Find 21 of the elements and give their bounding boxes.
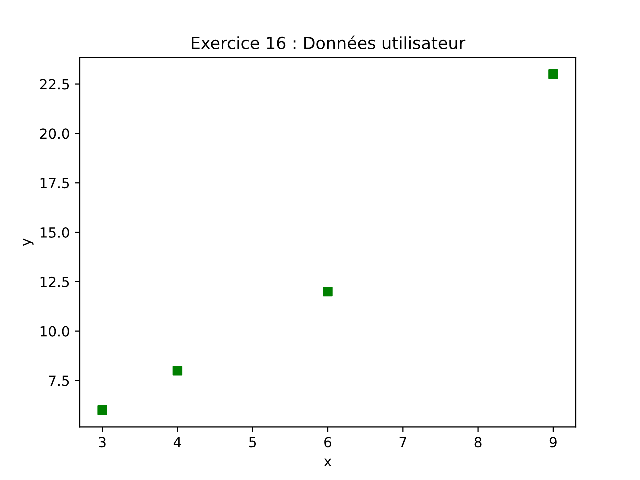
point	[98, 406, 108, 416]
y-tick-label: 17.5	[40, 178, 70, 189]
x-tick-label: 3	[99, 437, 106, 448]
x-tick-label: 4	[174, 437, 182, 448]
y-axis-title: y	[23, 238, 34, 246]
y-tick-label: 10.0	[40, 326, 70, 337]
x-tick-label: 6	[324, 437, 332, 448]
y-tick-label: 20.0	[40, 128, 70, 140]
x-tick-label: 7	[400, 437, 406, 448]
point	[323, 286, 333, 297]
point	[172, 366, 183, 376]
y-tick-label: 22.5	[40, 79, 70, 90]
chart-title: Exercice 16 : Données utilisateur	[192, 36, 466, 50]
x-axis-title: x	[324, 458, 332, 466]
y-tick-label: 12.5	[40, 276, 70, 288]
x-tick-label: 5	[250, 437, 256, 448]
y-tick-label: 7.5	[49, 376, 70, 386]
y-tick-label: 15.0	[40, 227, 70, 238]
x-tick-label: 9	[550, 437, 557, 448]
x-tick-label: 8	[474, 437, 482, 448]
point	[548, 70, 558, 80]
